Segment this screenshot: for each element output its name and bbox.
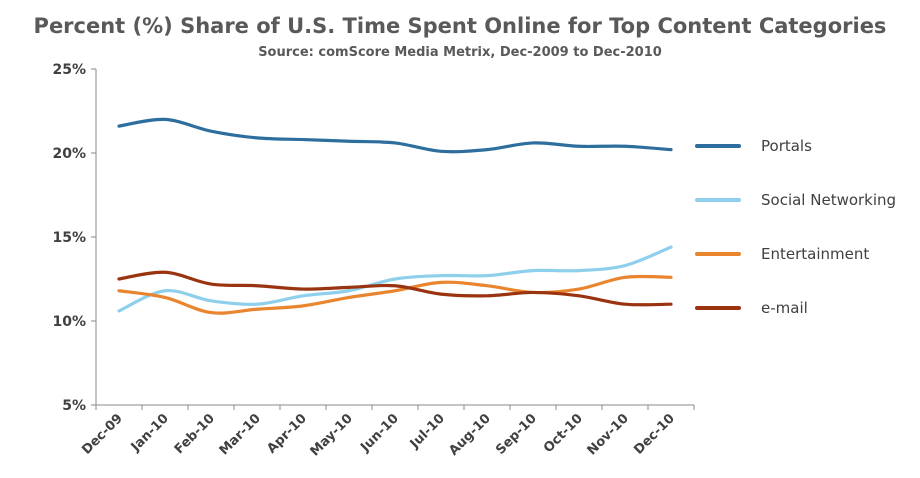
legend-label-portals: Portals	[761, 137, 812, 155]
x-tick-label: Oct-10	[541, 411, 586, 456]
legend-label-social-networking: Social Networking	[761, 191, 896, 209]
chart-legend: Portals Social Networking Entertainment e-m…	[695, 137, 896, 317]
y-tick-label: 5%	[62, 398, 86, 414]
y-tick-label: 10%	[52, 314, 86, 330]
x-tick-label: Apr-10	[264, 411, 309, 456]
x-tick-label: Jun-10	[357, 411, 401, 455]
legend-label-entertainment: Entertainment	[761, 245, 869, 263]
y-tick-label: 15%	[52, 230, 86, 246]
x-tick-label: Nov-10	[585, 411, 632, 458]
series-line-portals	[117, 117, 673, 154]
x-tick-label: Jan-10	[128, 411, 172, 455]
x-tick-label: Dec-10	[631, 411, 678, 458]
x-tick-label: Dec-09	[79, 411, 126, 458]
x-tick-label: May-10	[308, 411, 356, 459]
chart-title: Percent (%) Share of U.S. Time Spent Onl…	[33, 14, 887, 38]
chart-subtitle: Source: comScore Media Metrix, Dec-2009 …	[258, 45, 662, 60]
series-line-entertainment	[117, 274, 673, 315]
y-tick-label: 20%	[52, 146, 86, 162]
series-line-social-networking	[117, 245, 673, 313]
series-line-e-mail	[117, 270, 673, 307]
y-tick-label: 25%	[52, 62, 86, 78]
x-tick-label: Aug-10	[446, 411, 493, 458]
legend-label-e-mail: e-mail	[761, 299, 808, 317]
x-tick-label: Mar-10	[217, 411, 264, 458]
x-tick-label: Sep-10	[493, 411, 540, 458]
x-tick-label: Feb-10	[172, 411, 218, 457]
chart-series-group	[117, 117, 673, 315]
x-tick-label: Jul-10	[407, 411, 448, 452]
